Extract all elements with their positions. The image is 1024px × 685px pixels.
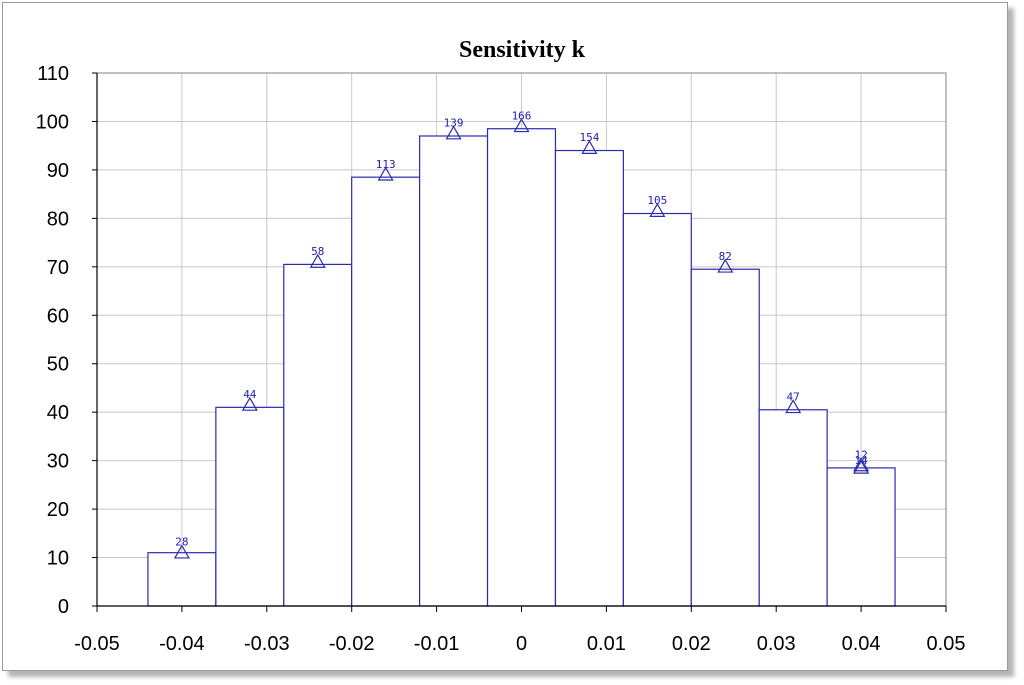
x-tick-label: 0.05 (927, 633, 966, 655)
x-tick-label: 0.04 (842, 633, 881, 655)
data-label: 105 (647, 194, 667, 207)
triangle-marker (241, 396, 258, 411)
x-tick-label: 0 (516, 633, 527, 655)
x-tick-label: 0.02 (672, 633, 711, 655)
chart-title: Sensitivity k (459, 37, 586, 63)
tick-labels: -0.05 -0.04 -0.03 -0.02 -0.01 0 0.01 0.02 0.03 0.… (36, 63, 966, 655)
y-tick-label: 30 (47, 451, 69, 473)
axes (92, 72, 947, 612)
data-label: 47 (787, 390, 800, 403)
x-tick-label: -0.04 (159, 633, 205, 655)
x-tick-label: -0.03 (244, 633, 290, 655)
data-label: 12 (854, 448, 867, 461)
y-tick-label: 90 (47, 160, 69, 182)
triangle-marker (649, 202, 666, 217)
y-tick-label: 20 (47, 499, 69, 521)
x-tick-label: -0.01 (414, 633, 460, 655)
data-label: 28 (175, 536, 188, 549)
y-tick-label: 40 (47, 402, 69, 424)
data-label: 14 (854, 454, 868, 467)
histogram-bar (419, 135, 489, 607)
histogram-bar (622, 212, 692, 607)
data-label: 113 (376, 158, 396, 171)
triangle-marker (309, 253, 326, 268)
triangle-marker (581, 139, 598, 154)
y-tick-label: 100 (36, 111, 69, 133)
y-tick-label: 50 (47, 354, 69, 376)
x-tick-label: -0.02 (329, 633, 375, 655)
y-tick-label: 110 (37, 63, 69, 85)
histogram-bar (351, 176, 421, 607)
triangle-marker (717, 258, 734, 273)
triangle-marker (785, 399, 802, 414)
y-tick-label: 60 (47, 305, 69, 327)
y-tick-label: 10 (47, 548, 69, 570)
histogram-bar (147, 552, 217, 607)
triangle-marker (173, 544, 190, 559)
x-tick-label: -0.05 (74, 633, 120, 655)
histogram-bar (758, 409, 828, 607)
y-tick-label: 0 (58, 596, 69, 618)
triangle-marker (513, 118, 530, 133)
triangle-marker (853, 457, 870, 472)
histogram-bar (554, 149, 624, 607)
triangle-marker (377, 166, 394, 181)
histogram-bar (690, 268, 760, 607)
x-tick-label: 0.01 (587, 633, 626, 655)
triangle-marker (853, 459, 870, 474)
histogram-bar (486, 128, 557, 607)
histogram-bar (826, 467, 896, 607)
y-tick-label: 80 (47, 208, 69, 230)
y-tick-label: 70 (47, 257, 69, 279)
data-label: 58 (311, 245, 324, 258)
histogram-bar (283, 263, 353, 607)
bars (147, 128, 896, 607)
data-label: 82 (719, 250, 732, 263)
data-label: 154 (579, 131, 599, 144)
histogram-bar (215, 406, 285, 607)
x-tick-label: 0.03 (757, 633, 796, 655)
data-label: 139 (444, 117, 464, 130)
data-label: 44 (243, 388, 257, 401)
data-label: 166 (512, 109, 532, 122)
triangle-marker (445, 125, 462, 140)
